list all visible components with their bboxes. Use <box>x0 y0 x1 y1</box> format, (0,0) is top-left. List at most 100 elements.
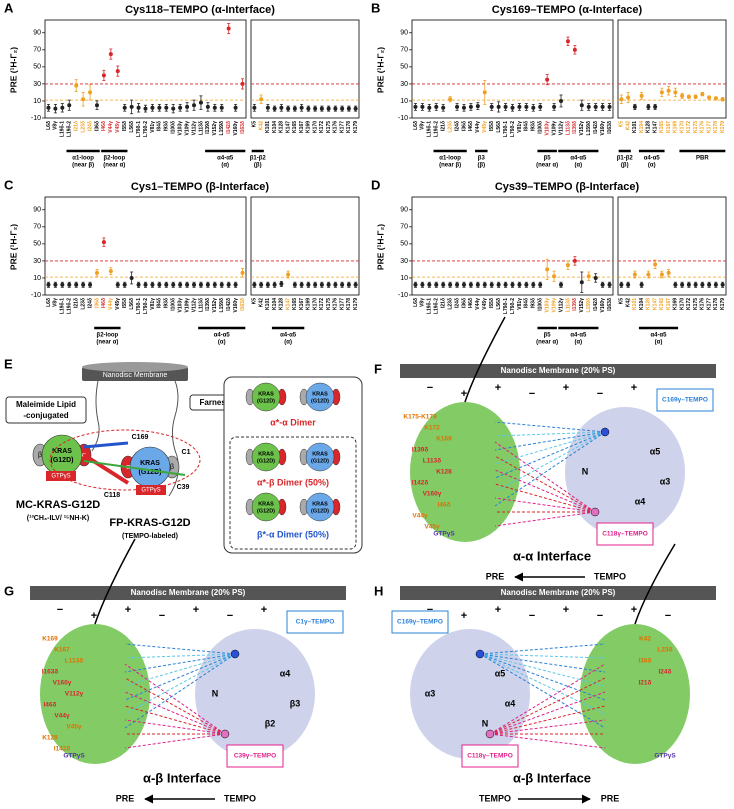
charge: + <box>461 388 467 400</box>
residue-label: K42 <box>639 636 651 643</box>
charge: − <box>597 388 603 400</box>
label: Farnesyl <box>200 398 233 407</box>
data-point <box>319 106 324 111</box>
data-point <box>94 103 99 108</box>
x-tick-label: V112γ <box>191 121 197 135</box>
x-tick-label: K177 <box>706 121 712 133</box>
data-point <box>639 93 644 98</box>
x-tick-label: K176 <box>700 121 706 133</box>
data-point <box>503 104 508 109</box>
charge: − <box>427 382 433 394</box>
data-point <box>101 73 106 78</box>
tempo-site <box>485 729 495 739</box>
x-tick-label: L23δ <box>80 121 86 133</box>
contact-dashed <box>49 429 201 491</box>
residue-label: K175-K179 <box>403 414 437 421</box>
data-point <box>600 104 605 109</box>
label: KRAS <box>52 448 72 455</box>
y-tick-label: 70 <box>400 224 408 231</box>
residue-label: I46δ <box>438 502 451 509</box>
x-tick-label: I163δ <box>607 298 613 311</box>
residue-label: I24δ <box>659 669 672 676</box>
region-sublabel: (α) <box>284 340 292 346</box>
data-point <box>559 282 564 287</box>
x-tick-label: L19δ-2 <box>67 298 73 314</box>
panel-letter: D <box>371 177 380 192</box>
data-point <box>333 282 338 287</box>
plot-frame <box>411 196 614 296</box>
x-tick-label: K104 <box>639 298 645 310</box>
residue-label: I46δ <box>44 702 57 709</box>
label: Maleimide Lipid <box>16 400 76 409</box>
x-tick-label: V81γ <box>517 121 523 133</box>
contact-red <box>82 453 130 485</box>
residue-label: K169 <box>436 436 452 443</box>
charge: + <box>91 610 97 622</box>
x-tick-label: V44γ <box>475 298 481 310</box>
data-point <box>420 104 425 109</box>
x-tick-label: L19δ-1 <box>60 121 66 137</box>
x-tick-label: I84δ <box>157 298 163 308</box>
x-tick-label: K128 <box>279 298 285 310</box>
data-point <box>53 282 58 287</box>
x-tick-label: I163δ <box>240 298 246 311</box>
data-point <box>292 106 297 111</box>
pre-contact <box>479 653 606 729</box>
data-point <box>531 105 536 110</box>
farnesyl <box>168 380 179 497</box>
pre-contact <box>494 431 606 451</box>
data-point <box>46 105 51 110</box>
chart-title: Cys39–TEMPO (β-Interface) <box>495 181 640 193</box>
data-point <box>666 88 671 93</box>
x-tick-label: L19δ-1 <box>60 298 66 314</box>
region-sublabel: (α) <box>221 163 229 169</box>
data-point <box>517 282 522 287</box>
x-tick-label: K170 <box>679 298 685 310</box>
panel-letter: F <box>374 361 382 376</box>
x-tick-label: I84δ <box>524 298 530 308</box>
x-tick-label: V112γ <box>191 298 197 312</box>
helix-label: α5 <box>495 668 506 678</box>
data-point <box>219 282 224 287</box>
x-tick-label: L19δ-2 <box>67 121 73 137</box>
pre-contact <box>494 441 596 513</box>
x-tick-label: K169 <box>673 121 679 133</box>
charge: − <box>529 388 535 400</box>
x-tick-label: K178 <box>346 298 352 310</box>
y-tick-label: 70 <box>33 224 41 231</box>
x-tick-label: K5 <box>252 298 258 305</box>
x-tick-label: I36δ <box>461 121 467 131</box>
arrow-label: PRE <box>116 793 135 803</box>
label: GTPγS <box>141 488 160 494</box>
x-tick-label: L79δ-2 <box>143 298 149 314</box>
x-tick-label: L79δ-2 <box>510 121 516 137</box>
label: (G12D) <box>139 469 162 476</box>
label: (G12D) <box>257 508 275 514</box>
label: C169 <box>132 434 149 441</box>
y-tick-label: 90 <box>400 30 408 37</box>
region-label: α1-loop <box>439 156 461 162</box>
x-tick-label: I46δ <box>101 298 107 308</box>
y-tick-label: 10 <box>33 275 41 282</box>
x-tick-label: L6δ <box>413 121 419 130</box>
x-tick-label: K179 <box>353 121 359 133</box>
x-tick-label: I46δ <box>468 121 474 131</box>
x-tick-label: L19δ-2 <box>434 298 440 314</box>
data-point <box>565 39 570 44</box>
data-point <box>198 282 203 287</box>
x-tick-label: K104 <box>639 121 645 133</box>
tempo-label: C118γ–TEMPO <box>602 531 648 538</box>
y-tick-label: 30 <box>33 81 41 88</box>
label: (G12D) <box>311 398 329 404</box>
data-point <box>115 69 120 74</box>
pre-contact <box>489 733 606 749</box>
pre-contact <box>489 677 606 735</box>
helix-label: β3 <box>290 698 301 708</box>
charge: + <box>125 604 131 616</box>
data-point <box>713 282 718 287</box>
helix-label: N <box>582 466 589 476</box>
residue-label: I142δ <box>412 480 429 487</box>
data-point <box>319 282 324 287</box>
helix-label: α3 <box>425 688 436 698</box>
data-point <box>626 95 631 100</box>
